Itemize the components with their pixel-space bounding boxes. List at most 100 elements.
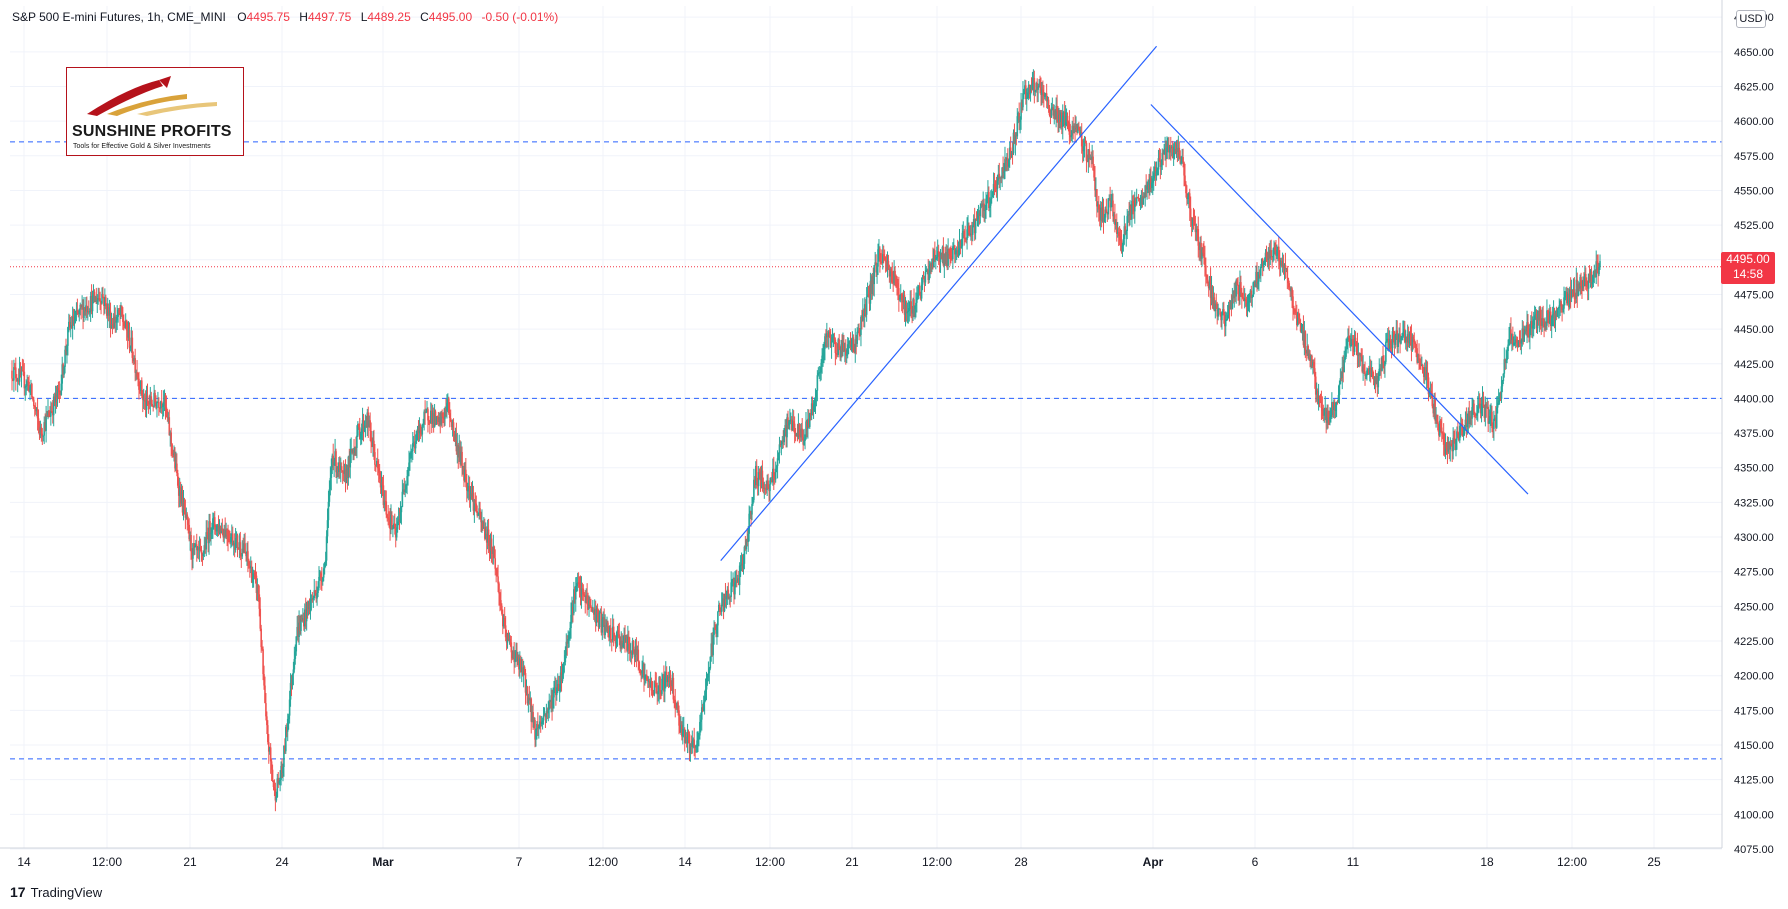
candle-body (101, 294, 103, 304)
tradingview-branding[interactable]: 17 TradingView (10, 884, 102, 900)
candle-body (460, 451, 462, 465)
y-tick-label: 4275.00 (1734, 567, 1774, 579)
candle-body (159, 407, 161, 409)
candle-body (839, 349, 841, 358)
currency-label[interactable]: USD (1736, 10, 1766, 28)
candle-body (1000, 177, 1002, 179)
candle-body (965, 238, 967, 240)
candle-body (1185, 184, 1187, 194)
candle-body (618, 634, 621, 637)
candle-body (1344, 356, 1346, 360)
candle-body (1377, 376, 1380, 388)
candle-body (211, 529, 213, 533)
candle-body (832, 337, 835, 339)
candle-body (1533, 315, 1536, 320)
candle-body (1231, 295, 1234, 310)
candle-body (203, 545, 206, 554)
candle-body (1392, 331, 1395, 333)
candle-body (1182, 157, 1184, 163)
candle-body (943, 253, 946, 266)
candle-body (448, 413, 451, 419)
candle-body (199, 547, 202, 551)
candle-body (1499, 396, 1502, 399)
candle-body (556, 684, 559, 689)
candle-body (1301, 326, 1304, 329)
candle-body (1458, 433, 1460, 441)
candle-body (1065, 115, 1068, 117)
candle-body (1385, 341, 1387, 362)
candle-body (279, 779, 281, 781)
candle-body (1351, 339, 1354, 345)
candle-body (53, 396, 56, 403)
logo-name: SUNSHINE PROFITS (72, 123, 232, 140)
candle-body (826, 333, 829, 338)
candle-body (960, 246, 963, 249)
candle-body (236, 535, 239, 548)
candle-body (1368, 368, 1370, 374)
candle-body (1270, 250, 1273, 257)
candle-body (106, 307, 109, 316)
candle-body (831, 337, 834, 342)
candle-body (1111, 200, 1113, 204)
candle-body (721, 598, 724, 605)
y-tick-label: 4375.00 (1734, 428, 1774, 440)
candle-body (1151, 178, 1154, 183)
candle-body (54, 393, 57, 403)
candle-body (879, 248, 881, 262)
candle-body (111, 324, 114, 326)
candle-body (1594, 270, 1597, 278)
candle-body (1222, 309, 1224, 313)
candle-body (490, 538, 493, 552)
candle-body (1096, 189, 1098, 207)
candle-body (1504, 359, 1507, 363)
candle-body (1008, 147, 1011, 161)
candle-body (900, 294, 903, 301)
candle-body (1213, 297, 1216, 312)
candle-body (1149, 177, 1151, 190)
candle-body (803, 440, 805, 445)
y-tick-label: 4475.00 (1734, 289, 1774, 301)
candle-body (1502, 373, 1505, 382)
candle-body (1403, 328, 1405, 333)
y-tick-label: 4625.00 (1734, 81, 1774, 93)
candle-body (896, 276, 898, 284)
candle-body (48, 411, 50, 416)
candle-body (1168, 144, 1170, 153)
candle-body (1258, 274, 1260, 282)
candle-body (364, 425, 367, 427)
candle-body (863, 304, 866, 317)
candle-body (775, 466, 778, 469)
candle-body (381, 481, 384, 486)
candle-body (476, 511, 479, 516)
candle-body (303, 618, 305, 627)
candle-body (535, 729, 537, 740)
candle-body (75, 309, 78, 315)
candle-body (497, 576, 499, 584)
candle-body (711, 643, 713, 656)
candle-body (464, 469, 466, 481)
candle-body (1334, 405, 1337, 411)
candle-body (759, 472, 762, 481)
candle-body (354, 447, 356, 453)
candle-body (813, 402, 816, 406)
candle-body (1271, 256, 1273, 258)
candle-body (270, 761, 273, 770)
candle-body (1341, 367, 1344, 379)
candle-body (664, 677, 666, 692)
candle-body (56, 387, 59, 398)
candle-body (369, 420, 371, 431)
candle-body (1022, 93, 1024, 108)
candle-body (1088, 149, 1091, 159)
candle-body (1025, 98, 1028, 100)
candle-body (736, 580, 738, 582)
candle-body (558, 688, 561, 691)
candle-body (1316, 390, 1319, 404)
candle-body (1249, 290, 1252, 294)
candle-body (706, 677, 709, 681)
candle-body (771, 479, 773, 483)
candle-body (1452, 437, 1454, 452)
candle-body (1220, 314, 1222, 321)
candle-body (673, 699, 676, 701)
